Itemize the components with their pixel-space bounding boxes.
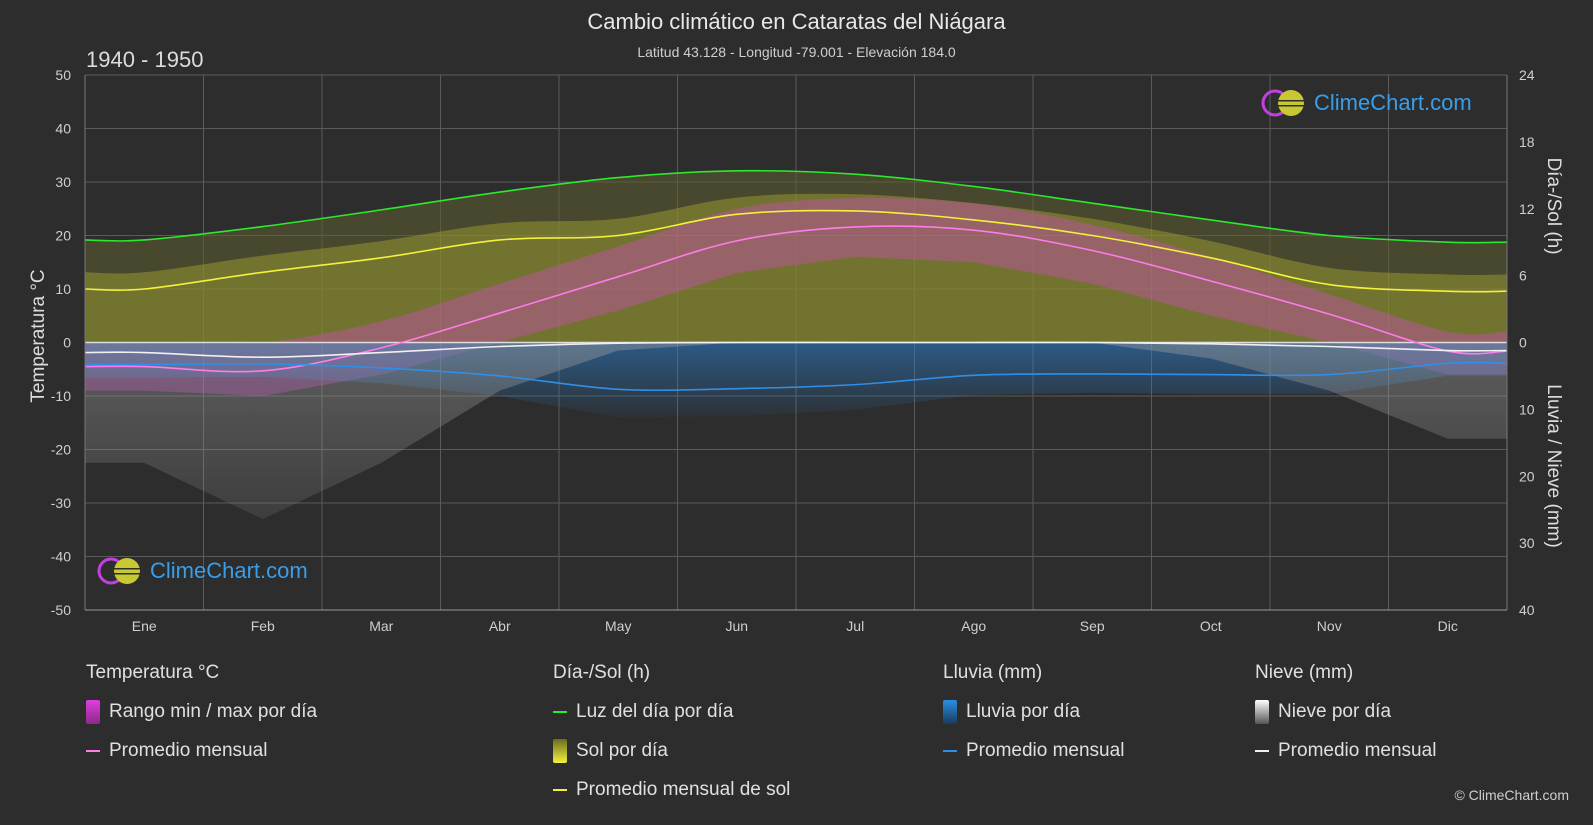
legend-label: Promedio mensual xyxy=(109,740,268,761)
lines xyxy=(84,169,1508,392)
right-bottom-tick-label: 20 xyxy=(1519,468,1535,484)
brand-globe-icon xyxy=(1261,89,1306,117)
temp-mean-swatch xyxy=(86,750,100,752)
sun-mean-line xyxy=(84,209,1508,293)
legend-item: Sol por día xyxy=(553,739,790,763)
left-tick-label: -20 xyxy=(51,442,71,458)
legend-item: Nieve por día xyxy=(1255,700,1436,724)
month-tick-label: Oct xyxy=(1200,618,1222,634)
page-title: Cambio climático en Cataratas del Niágar… xyxy=(587,9,1006,34)
legend-item: Promedio mensual xyxy=(86,739,317,763)
legend-temperature: Temperatura °C Rango min / max por día P… xyxy=(86,662,317,778)
sun-swatch xyxy=(553,739,567,763)
right-top-axis-label: Día-/Sol (h) xyxy=(1543,157,1564,254)
left-tick-label: 50 xyxy=(55,67,71,83)
left-tick-label: -30 xyxy=(51,495,71,511)
brand-logo-top: ClimeChart.com xyxy=(1260,88,1472,118)
brand-globe-icon xyxy=(97,557,142,585)
right-top-tick-label: 12 xyxy=(1519,201,1535,217)
month-tick-label: Sep xyxy=(1080,618,1105,634)
left-tick-label: 0 xyxy=(63,335,71,351)
daylight-line xyxy=(84,169,1508,244)
legend-item: Lluvia por día xyxy=(943,700,1124,724)
month-tick-label: Jul xyxy=(846,618,864,634)
right-top-tick-label: 24 xyxy=(1519,67,1535,83)
legend-daylight-title: Día-/Sol (h) xyxy=(553,662,651,683)
period-label: 1940 - 1950 xyxy=(86,47,204,72)
month-tick-label: Ago xyxy=(961,618,986,634)
legend-rain: Lluvia (mm) Lluvia por día Promedio mens… xyxy=(943,662,1124,778)
legend-item: Promedio mensual de sol xyxy=(553,778,790,802)
legend-label: Promedio mensual xyxy=(1278,740,1437,761)
month-tick-label: Mar xyxy=(369,618,393,634)
legend-snow: Nieve (mm) Nieve por día Promedio mensua… xyxy=(1255,662,1436,778)
legend-snow-title: Nieve (mm) xyxy=(1255,662,1354,683)
rain-swatch xyxy=(943,700,957,724)
legend-item: Promedio mensual xyxy=(943,739,1124,763)
left-tick-label: -50 xyxy=(51,602,71,618)
legend-label: Promedio mensual xyxy=(966,740,1125,761)
left-tick-label: 40 xyxy=(55,121,71,137)
snow-area xyxy=(85,342,1507,520)
right-top-tick-label: 18 xyxy=(1519,134,1535,150)
legend-label: Luz del día por día xyxy=(576,701,734,722)
daylight-swatch xyxy=(553,711,567,713)
legend-item: Luz del día por día xyxy=(553,700,790,724)
snow-mean-line xyxy=(84,341,1508,359)
legend-label: Nieve por día xyxy=(1278,701,1392,722)
legend-label: Rango min / max por día xyxy=(109,701,318,722)
legend-item: Rango min / max por día xyxy=(86,700,317,724)
legend-label: Sol por día xyxy=(576,740,668,761)
daylight-area xyxy=(85,170,1507,343)
right-bottom-tick-label: 30 xyxy=(1519,535,1535,551)
left-tick-label: 20 xyxy=(55,228,71,244)
month-tick-label: Nov xyxy=(1317,618,1342,634)
areas xyxy=(85,170,1507,520)
right-bottom-axis-label: Lluvia / Nieve (mm) xyxy=(1543,384,1564,548)
legend-item: Promedio mensual xyxy=(1255,739,1436,763)
left-tick-label: 30 xyxy=(55,174,71,190)
left-axis-label: Temperatura °C xyxy=(28,269,49,402)
brand-logo-bottom: ClimeChart.com xyxy=(96,556,308,586)
axes: 50 40 30 20 10 0 -10 -20 -30 -40 -50 24 18 12 6 0 10 20 30… xyxy=(51,67,1535,634)
legend-temperature-title: Temperatura °C xyxy=(86,662,220,683)
month-tick-label: Feb xyxy=(251,618,275,634)
page-subtitle: Latitud 43.128 - Longitud -79.001 - Elev… xyxy=(637,44,956,60)
sun-area xyxy=(85,193,1507,343)
month-tick-label: May xyxy=(605,618,631,634)
right-bottom-tick-label: 40 xyxy=(1519,602,1535,618)
legend-label: Lluvia por día xyxy=(966,701,1081,722)
month-tick-label: Ene xyxy=(132,618,157,634)
temp-range-swatch xyxy=(86,700,100,724)
brand-name: ClimeChart.com xyxy=(1314,90,1472,115)
rain-mean-line xyxy=(84,361,1508,392)
snow-swatch xyxy=(1255,700,1269,724)
legend-label: Promedio mensual de sol xyxy=(576,779,791,800)
copyright: © ClimeChart.com xyxy=(1454,787,1569,803)
legend-daylight: Día-/Sol (h) Luz del día por día Sol por… xyxy=(553,662,790,817)
left-tick-label: 10 xyxy=(55,281,71,297)
right-bottom-tick-label: 10 xyxy=(1519,401,1535,417)
right-top-tick-label: 0 xyxy=(1519,335,1527,351)
month-tick-label: Dic xyxy=(1438,618,1458,634)
month-tick-label: Jun xyxy=(725,618,748,634)
sun-mean-swatch xyxy=(553,789,567,791)
left-tick-label: -10 xyxy=(51,388,71,404)
legend-rain-title: Lluvia (mm) xyxy=(943,662,1043,683)
right-top-tick-label: 6 xyxy=(1519,268,1527,284)
month-tick-label: Abr xyxy=(489,618,511,634)
rain-mean-swatch xyxy=(943,750,957,752)
snow-mean-swatch xyxy=(1255,750,1269,752)
brand-name: ClimeChart.com xyxy=(150,558,308,583)
left-tick-label: -40 xyxy=(51,549,71,565)
